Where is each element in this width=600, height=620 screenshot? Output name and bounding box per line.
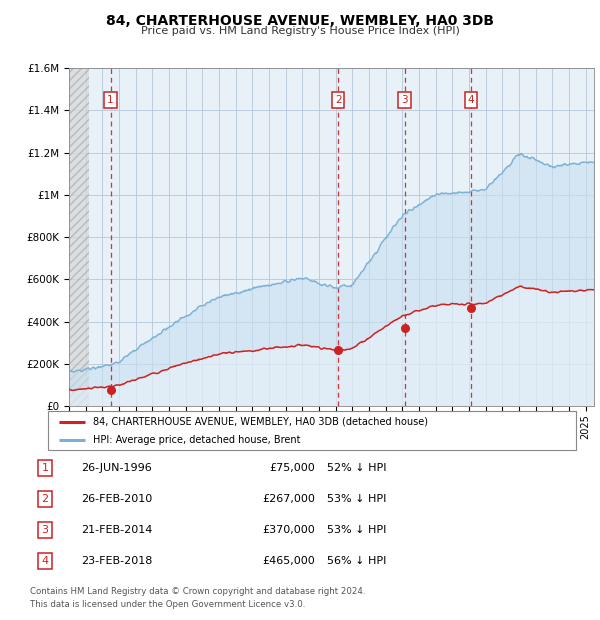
- Text: 53% ↓ HPI: 53% ↓ HPI: [327, 525, 386, 535]
- Text: £465,000: £465,000: [262, 556, 315, 566]
- Text: 1: 1: [107, 95, 114, 105]
- Text: 84, CHARTERHOUSE AVENUE, WEMBLEY, HA0 3DB: 84, CHARTERHOUSE AVENUE, WEMBLEY, HA0 3D…: [106, 14, 494, 28]
- Text: 3: 3: [41, 525, 49, 535]
- Text: 2: 2: [41, 494, 49, 504]
- Text: Contains HM Land Registry data © Crown copyright and database right 2024.: Contains HM Land Registry data © Crown c…: [30, 587, 365, 596]
- Text: 23-FEB-2018: 23-FEB-2018: [81, 556, 152, 566]
- Text: This data is licensed under the Open Government Licence v3.0.: This data is licensed under the Open Gov…: [30, 600, 305, 609]
- Text: 4: 4: [468, 95, 475, 105]
- Text: £75,000: £75,000: [269, 463, 315, 473]
- Text: 3: 3: [401, 95, 408, 105]
- Text: £267,000: £267,000: [262, 494, 315, 504]
- Text: £370,000: £370,000: [262, 525, 315, 535]
- Text: 53% ↓ HPI: 53% ↓ HPI: [327, 494, 386, 504]
- Text: 21-FEB-2014: 21-FEB-2014: [81, 525, 152, 535]
- Text: 1: 1: [41, 463, 49, 473]
- Text: 56% ↓ HPI: 56% ↓ HPI: [327, 556, 386, 566]
- Text: 84, CHARTERHOUSE AVENUE, WEMBLEY, HA0 3DB (detached house): 84, CHARTERHOUSE AVENUE, WEMBLEY, HA0 3D…: [93, 417, 428, 427]
- Text: 26-FEB-2010: 26-FEB-2010: [81, 494, 152, 504]
- FancyBboxPatch shape: [48, 411, 576, 449]
- Text: 52% ↓ HPI: 52% ↓ HPI: [327, 463, 386, 473]
- Text: 4: 4: [41, 556, 49, 566]
- Text: HPI: Average price, detached house, Brent: HPI: Average price, detached house, Bren…: [93, 435, 301, 445]
- Text: 2: 2: [335, 95, 341, 105]
- Text: Price paid vs. HM Land Registry's House Price Index (HPI): Price paid vs. HM Land Registry's House …: [140, 26, 460, 36]
- Text: 26-JUN-1996: 26-JUN-1996: [81, 463, 152, 473]
